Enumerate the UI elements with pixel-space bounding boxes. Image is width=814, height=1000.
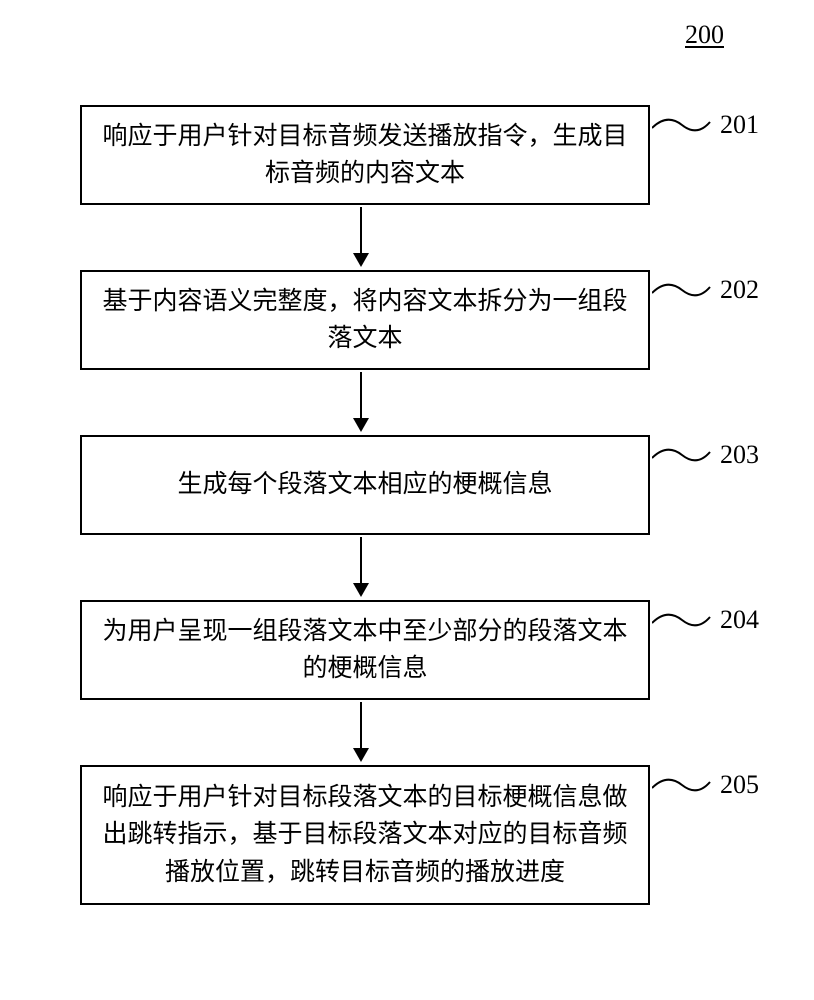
flow-step-5-text: 响应于用户针对目标段落文本的目标梗概信息做出跳转指示，基于目标段落文本对应的目标… (102, 779, 628, 892)
arrow-3-4 (360, 537, 362, 595)
flow-step-5: 响应于用户针对目标段落文本的目标梗概信息做出跳转指示，基于目标段落文本对应的目标… (80, 765, 650, 905)
arrow-1-2 (360, 207, 362, 265)
arrow-2-3 (360, 372, 362, 430)
arrow-4-5 (360, 702, 362, 760)
flow-step-3-text: 生成每个段落文本相应的梗概信息 (177, 466, 552, 504)
flowchart-container: 200 响应于用户针对目标音频发送播放指令，生成目标音频的内容文本 201 基于… (0, 0, 814, 1000)
label-205: 205 (720, 770, 759, 800)
flow-step-3: 生成每个段落文本相应的梗概信息 (80, 435, 650, 535)
label-202: 202 (720, 275, 759, 305)
flow-step-2: 基于内容语义完整度，将内容文本拆分为一组段落文本 (80, 270, 650, 370)
flow-step-4: 为用户呈现一组段落文本中至少部分的段落文本的梗概信息 (80, 600, 650, 700)
flow-step-4-text: 为用户呈现一组段落文本中至少部分的段落文本的梗概信息 (102, 613, 628, 688)
flow-step-2-text: 基于内容语义完整度，将内容文本拆分为一组段落文本 (102, 283, 628, 358)
figure-number: 200 (685, 20, 724, 50)
label-203: 203 (720, 440, 759, 470)
flow-step-1: 响应于用户针对目标音频发送播放指令，生成目标音频的内容文本 (80, 105, 650, 205)
label-201: 201 (720, 110, 759, 140)
label-204: 204 (720, 605, 759, 635)
connector-1 (652, 115, 712, 140)
connector-3 (652, 445, 712, 470)
connector-5 (652, 775, 712, 800)
connector-2 (652, 280, 712, 305)
connector-4 (652, 610, 712, 635)
flow-step-1-text: 响应于用户针对目标音频发送播放指令，生成目标音频的内容文本 (102, 118, 628, 193)
